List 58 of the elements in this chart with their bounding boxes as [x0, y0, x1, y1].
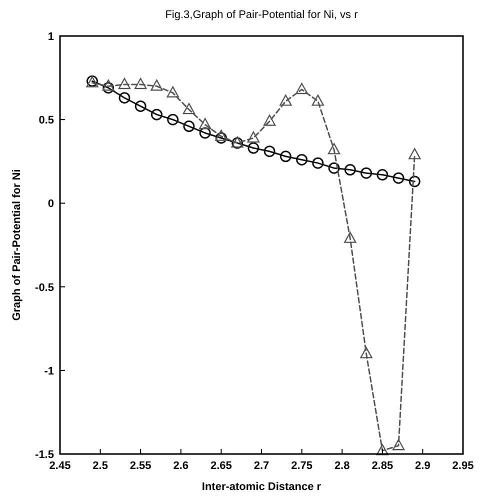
x-tick-label: 2.8 [334, 460, 350, 472]
point [408, 148, 421, 160]
point [166, 86, 179, 98]
x-axis-title: Inter-atomic Distance r [202, 481, 322, 493]
chart-title: Fig.3,Graph of Pair-Potential for Ni, vs r [165, 9, 358, 21]
point [150, 80, 163, 91]
y-tick-label: -0.5 [35, 282, 54, 294]
point [183, 120, 195, 132]
point [328, 143, 340, 154]
point [198, 118, 212, 130]
point [167, 114, 179, 126]
x-tick-label: 2.85 [372, 460, 394, 472]
point [215, 130, 228, 141]
point [264, 146, 276, 158]
point [280, 94, 292, 106]
point [376, 444, 388, 456]
point [134, 100, 146, 112]
y-tick-label: 1 [48, 31, 54, 43]
x-tick-label: 2.45 [49, 460, 71, 472]
point [263, 114, 276, 126]
point [328, 162, 340, 174]
point [392, 439, 405, 450]
point [408, 176, 420, 188]
x-tick-label: 2.9 [415, 460, 430, 472]
y-tick-label: -1 [44, 365, 54, 378]
point [344, 164, 356, 176]
point [312, 94, 324, 106]
point [392, 172, 404, 184]
point [134, 78, 147, 90]
y-axis-title: Graph of Pair-Potential for Ni [11, 169, 23, 321]
x-tick-label: 2.5 [92, 460, 108, 472]
point [102, 80, 114, 91]
point [118, 92, 130, 104]
point [182, 102, 196, 114]
point [118, 78, 131, 90]
point [215, 132, 227, 144]
y-tick-label: 0.5 [38, 114, 54, 127]
point [296, 82, 308, 94]
y-tick-label: -1.5 [35, 449, 54, 461]
point [280, 150, 292, 162]
point [199, 127, 211, 139]
point [360, 347, 372, 358]
point [376, 169, 388, 181]
point [312, 157, 324, 169]
point [102, 82, 114, 94]
point [296, 154, 308, 166]
x-tick-label: 2.75 [291, 460, 313, 472]
x-tick-label: 2.95 [452, 460, 474, 472]
x-tick-label: 2.65 [210, 460, 232, 472]
x-tick-label: 2.6 [173, 460, 189, 472]
x-tick-label: 2.7 [254, 460, 270, 472]
x-tick-label: 2.55 [130, 460, 152, 472]
point [247, 131, 260, 143]
point [360, 167, 372, 179]
point [150, 108, 162, 120]
point [248, 142, 260, 154]
y-tick-label: 0 [48, 198, 54, 210]
point [344, 232, 356, 243]
